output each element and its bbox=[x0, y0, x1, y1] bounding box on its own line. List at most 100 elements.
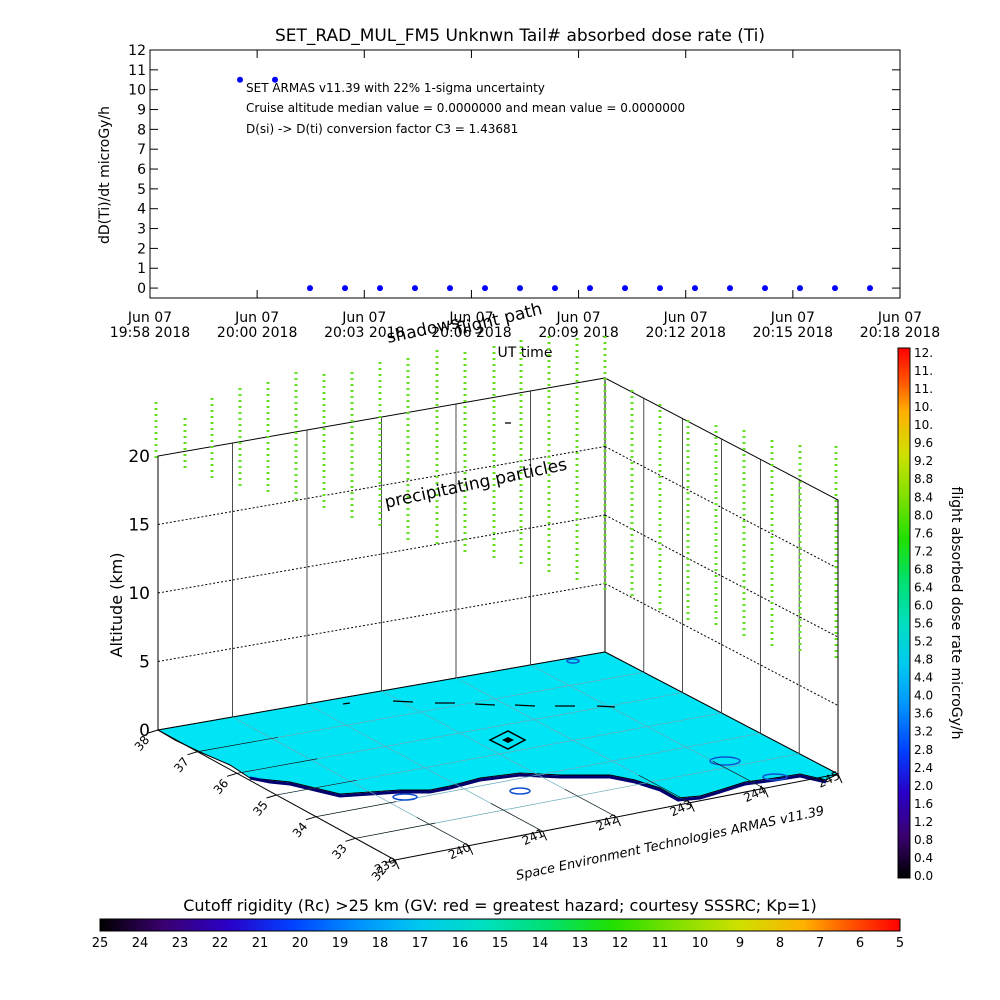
longitude-tick bbox=[763, 788, 769, 798]
dose-colorbar-tick-label: 0.8 bbox=[914, 833, 933, 847]
floor-gridline bbox=[276, 779, 357, 796]
data-point bbox=[552, 285, 558, 292]
longitude-tick bbox=[616, 816, 621, 827]
data-point bbox=[867, 285, 873, 292]
rigidity-colorbar-tick-label: 15 bbox=[492, 936, 509, 951]
x-tick-label-date: Jun 07 bbox=[556, 310, 601, 326]
x-tick-label-date: Jun 07 bbox=[448, 310, 493, 326]
y-tick-label: 6 bbox=[137, 162, 146, 178]
dose-colorbar: 0.0 0.4 0.8 1.2 1.6 2.0 2.4 2.8 3.2 3.6 4.0 4.4 4.8 5… bbox=[897, 346, 964, 883]
y-tick-label: 3 bbox=[137, 222, 146, 238]
latitude-tick bbox=[147, 729, 159, 734]
wall-grid bbox=[157, 391, 839, 754]
dose-colorbar-tick-label: 11. bbox=[914, 364, 933, 378]
rigidity-colorbar-tick-label: 18 bbox=[372, 936, 389, 951]
dose-colorbar-tick-label: 0.0 bbox=[914, 869, 933, 883]
dose-colorbar-tick-label: 8.4 bbox=[914, 490, 933, 504]
floor-gridline bbox=[638, 774, 691, 803]
data-point bbox=[342, 285, 348, 292]
longitude-tick bbox=[837, 773, 843, 784]
dose-colorbar-tick-label: 2.0 bbox=[914, 779, 933, 793]
annotation-line-3: D(si) -> D(ti) conversion factor C3 = 1.… bbox=[246, 122, 518, 136]
latitude-tick bbox=[266, 794, 277, 799]
latitude-tick bbox=[345, 837, 356, 842]
y-tick-label: 10 bbox=[128, 83, 146, 99]
y-tick-label: 8 bbox=[137, 122, 146, 138]
altitude-tick-label: 5 bbox=[139, 653, 150, 673]
floor-gridline bbox=[236, 758, 318, 774]
dose-colorbar-tick-label: 4.0 bbox=[914, 689, 933, 703]
x-tick-label-time: 19:58 2018 bbox=[110, 325, 190, 341]
data-point bbox=[517, 285, 523, 292]
dose-colorbar-tick-label: 2.8 bbox=[914, 743, 933, 757]
plot-frame bbox=[149, 49, 901, 299]
rigidity-colorbar-tick-label: 22 bbox=[212, 936, 229, 951]
dose-colorbar-tick-label: 6.4 bbox=[914, 580, 933, 594]
altitude-axis-label: Altitude (km) bbox=[107, 553, 126, 658]
latitude-tick bbox=[305, 816, 317, 821]
data-point bbox=[412, 285, 418, 292]
rigidity-colorbar-gradient bbox=[99, 918, 901, 932]
longitude-tick bbox=[542, 831, 548, 841]
y-tick-label: 5 bbox=[137, 182, 146, 198]
rigidity-colorbar-tick-label: 5 bbox=[896, 936, 904, 951]
rigidity-colorbar-ticks: 25 24 23 22 21 20 19 18 17 16 15 14 13 12 11 10 9 8 7 6 5 bbox=[92, 936, 904, 951]
floor-gridline bbox=[712, 760, 765, 789]
longitude-tick-label: 242 bbox=[594, 811, 621, 833]
data-point bbox=[692, 285, 698, 292]
dose-colorbar-tick-label: 1.2 bbox=[914, 815, 933, 829]
x-tick-label-date: Jun 07 bbox=[663, 310, 708, 326]
rigidity-colorbar-tick-label: 7 bbox=[816, 936, 824, 951]
rigidity-colorbar-tick-label: 19 bbox=[332, 936, 349, 951]
y-tick-label: 2 bbox=[137, 241, 146, 257]
dose-colorbar-tick-label: 8.0 bbox=[914, 508, 933, 522]
rigidity-colorbar-tick-label: 21 bbox=[252, 936, 269, 951]
x-tick-label-date: Jun 07 bbox=[234, 310, 279, 326]
rigidity-colorbar-tick-label: 17 bbox=[412, 936, 429, 951]
surface-marker bbox=[488, 730, 527, 750]
y-tick-label: 9 bbox=[137, 103, 146, 119]
latitude-tick-label: 34 bbox=[290, 820, 311, 841]
x-tick-label-date: Jun 07 bbox=[877, 310, 922, 326]
latitude-tick bbox=[187, 751, 198, 756]
x-tick-label-time: 20:06 2018 bbox=[431, 325, 511, 341]
flight-path bbox=[342, 422, 616, 708]
rigidity-colorbar-tick-label: 9 bbox=[736, 936, 744, 951]
data-point bbox=[587, 285, 593, 292]
latitude-tick-label: 35 bbox=[250, 798, 271, 819]
annotation-shadows: shadows bbox=[385, 313, 462, 348]
rigidity-colorbar-tick-label: 6 bbox=[856, 936, 864, 951]
dose-colorbar-tick-label: 4.8 bbox=[914, 653, 933, 667]
altitude-tick-label: 20 bbox=[128, 447, 150, 467]
altitude-tick-label: 15 bbox=[128, 516, 150, 536]
rigidity-colorbar: Cutoff rigidity (Rc) >25 km (GV: red = g… bbox=[92, 896, 904, 951]
rigidity-colorbar-tick-label: 14 bbox=[532, 936, 549, 951]
dose-colorbar-ticks: 0.0 0.4 0.8 1.2 1.6 2.0 2.4 2.8 3.2 3.6 4.0 4.4 4.8 5… bbox=[914, 346, 933, 883]
y-axis-label: dD(Ti)/dt microGy/h bbox=[97, 106, 113, 244]
y-tick-label: 0 bbox=[137, 281, 146, 297]
y-tick-label: 11 bbox=[128, 63, 146, 79]
dose-colorbar-tick-label: 10. bbox=[914, 400, 933, 414]
x-tick-label-time: 20:09 2018 bbox=[538, 325, 618, 341]
latitude-tick-label: 33 bbox=[329, 841, 350, 862]
floor-grid-front bbox=[197, 737, 765, 846]
y-tick-label: 1 bbox=[137, 261, 146, 277]
rigidity-colorbar-tick-label: 24 bbox=[132, 936, 149, 951]
y-tick-label: 12 bbox=[128, 43, 146, 59]
dose-colorbar-tick-label: 7.6 bbox=[914, 526, 933, 540]
floor-gridline bbox=[315, 801, 397, 817]
precipitating-particles bbox=[154, 336, 838, 660]
dose-colorbar-tick-label: 9.6 bbox=[914, 436, 933, 450]
dose-colorbar-tick-label: 5.2 bbox=[914, 635, 933, 649]
dose-colorbar-tick-label: 0.4 bbox=[914, 851, 933, 865]
dose-colorbar-tick-label: 11. bbox=[914, 382, 933, 396]
data-point bbox=[657, 285, 663, 292]
data-point bbox=[797, 285, 803, 292]
dose-colorbar-tick-label: 4.4 bbox=[914, 671, 933, 685]
altitude-tick-label: 10 bbox=[128, 584, 150, 604]
longitude-tick bbox=[468, 845, 474, 855]
rigidity-colorbar-tick-label: 12 bbox=[612, 936, 629, 951]
data-point bbox=[237, 76, 243, 83]
